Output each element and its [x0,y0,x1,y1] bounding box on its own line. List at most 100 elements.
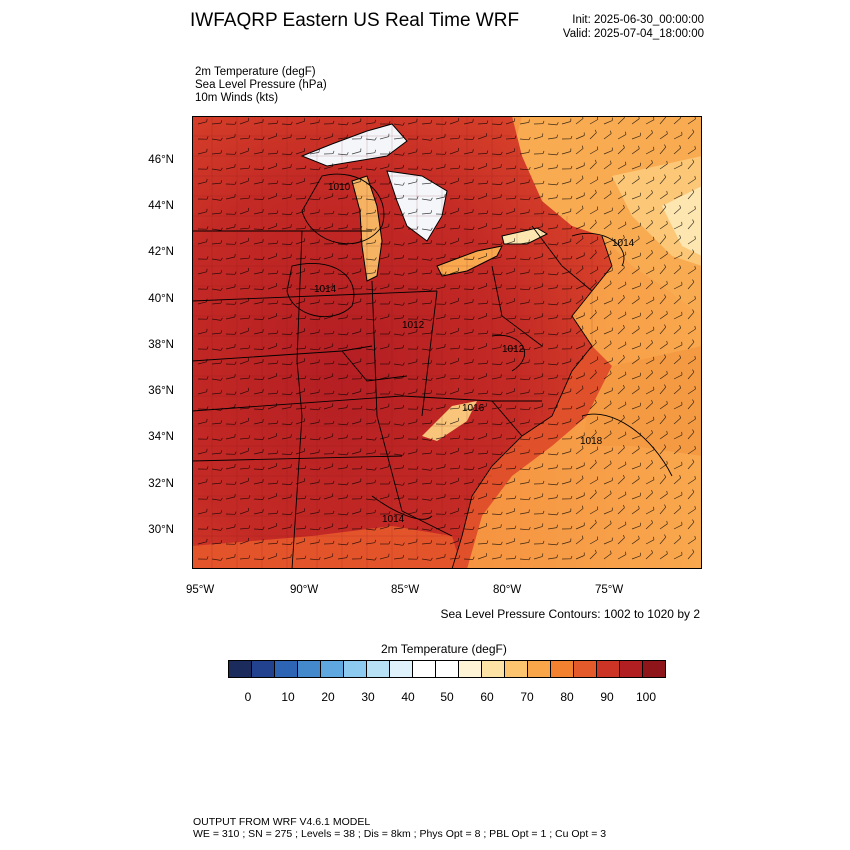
wind-barb-tick [346,272,349,276]
wind-barb-tick [679,175,682,179]
wind-barb [463,468,474,470]
wind-barb [449,270,459,275]
wind-barb [659,206,667,215]
wind-barb-tick [346,254,348,258]
wind-barb-tick [234,391,237,395]
wind-barb [281,496,291,500]
wind-barb [617,554,627,560]
wind-barb-tick [402,152,405,156]
wind-barb-tick [304,135,307,139]
wind-barb [659,476,667,485]
wind-barb [309,558,320,561]
pressure-label: 1012 [402,320,425,331]
wind-barb-tick [581,145,584,149]
wind-barb [519,438,530,441]
wind-barb [421,468,431,471]
wind-barb-tick [388,301,391,305]
wind-barb [519,452,529,455]
wind-barb [603,313,612,320]
wind-barb [491,453,502,455]
wind-barb [519,528,530,531]
wind-barb [351,151,361,155]
wind-barb [687,388,696,395]
wind-barb [631,448,640,455]
wind-barb [281,213,292,215]
wind-barb [421,152,432,155]
wind-barb-tick [346,374,348,378]
wind-barb-tick [220,390,223,394]
wind-barb-tick [500,211,503,215]
wind-barb [673,507,681,515]
wind-barb [449,510,459,515]
wind-barb [491,183,502,185]
pale-zone [662,186,702,256]
wind-barb-tick [346,482,349,486]
wind-barb-tick [402,374,405,378]
wind-barb [309,392,319,395]
wind-barb-tick [290,211,293,215]
wind-barb [239,197,250,200]
wind-barb [589,132,597,140]
wind-barb [673,194,683,200]
wind-barb-tick [596,416,599,420]
wind-barb [239,360,249,365]
wind-barb [491,376,501,380]
wind-barb [281,286,291,290]
wind-barb [589,419,598,425]
wind-barb [603,300,613,305]
wind-barb [687,358,696,365]
wind-barb [253,558,264,560]
wind-barb [645,119,655,125]
wind-barb [561,121,571,125]
wind-barb [435,496,445,500]
wind-barb [547,393,558,396]
wind-barb-tick [570,225,573,229]
wind-barb-tick [290,554,292,558]
wind-barb [281,166,291,170]
wind-barb-tick [622,384,625,388]
wind-barb-tick [444,481,447,485]
wind-barb [519,558,530,561]
wind-barb-tick [374,407,377,411]
wind-barb-tick [430,407,433,411]
wind-barb [603,343,612,350]
wind-barb [687,491,695,500]
wind-barb [379,466,389,470]
wind-barb-tick [248,435,251,439]
wind-barb [547,197,557,200]
wind-barb [645,299,655,305]
wind-barb [603,133,612,140]
wind-barb [435,406,445,410]
wind-barb-tick [304,525,307,529]
wind-barb-tick [374,359,376,363]
wind-barb [449,240,459,245]
wind-barb [589,239,598,245]
wind-barb [351,511,361,515]
wind-barb-tick [514,495,517,499]
wind-barb [267,165,277,170]
wind-barb [379,556,389,560]
wind-barb-tick [581,475,584,479]
wind-barb [393,183,403,186]
wind-barb-tick [290,194,292,198]
wind-barb-tick [594,279,597,283]
wind-barb-tick [500,554,502,558]
wind-barb [645,149,655,155]
wind-barb [575,255,585,260]
wind-barb [505,438,516,440]
wind-barb [645,162,653,170]
wind-barb [603,360,613,365]
wind-barb-tick [596,266,599,270]
wind-barb [491,333,502,335]
colorbar-swatch [252,661,275,677]
wind-barb-tick [694,505,696,510]
wind-barb-tick [388,241,391,245]
wind-barb-tick [416,346,419,350]
wind-barb [337,317,347,320]
wind-barb [477,345,487,350]
wind-barb-tick [248,465,251,469]
wind-barb [253,168,264,170]
wind-barb [463,451,473,455]
wind-barb [589,312,597,320]
wind-barb-tick [304,255,307,259]
